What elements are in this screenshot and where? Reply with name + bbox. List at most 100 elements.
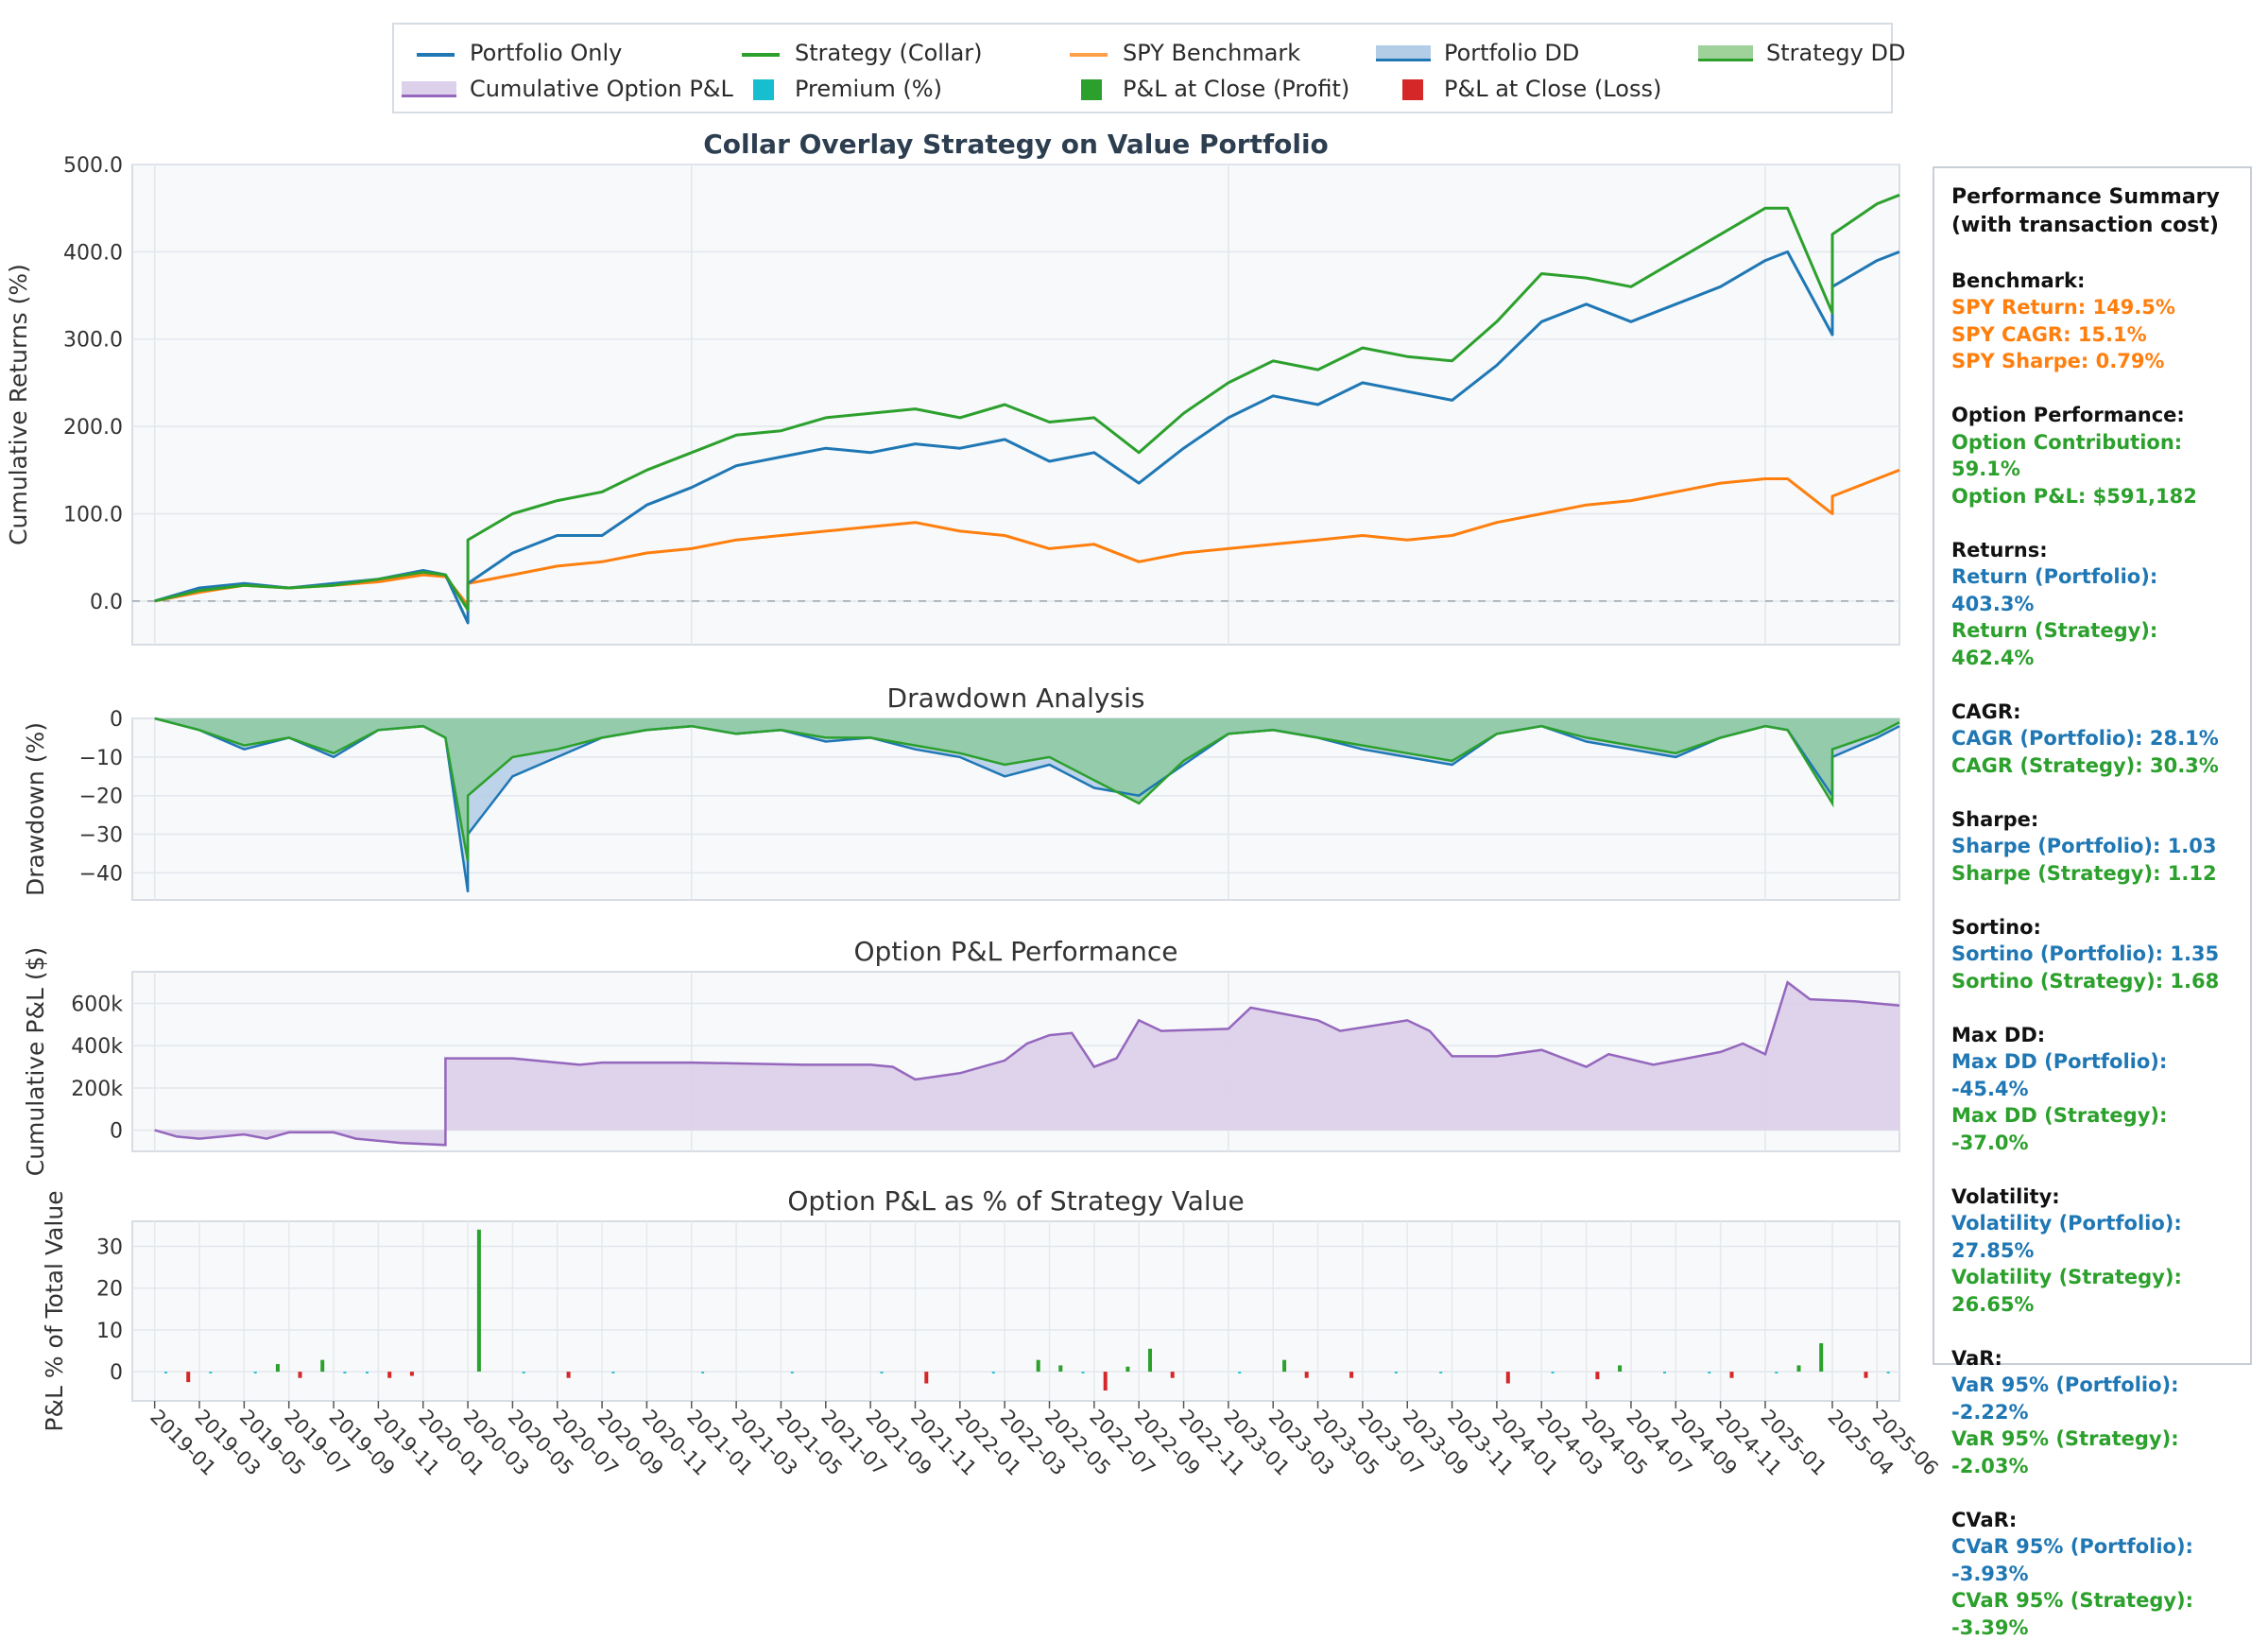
legend-label-pnl-profit: P&L at Close (Profit) xyxy=(1123,76,1350,102)
panel-title-1: Collar Overlay Strategy on Value Portfol… xyxy=(703,129,1329,160)
legend-item-portfolio-dd[interactable]: Portfolio DD xyxy=(1376,40,1580,66)
ytick-label-1: 400.0 xyxy=(63,241,123,265)
bar-premium xyxy=(366,1372,369,1373)
legend-item-portfolio-only[interactable]: Portfolio Only xyxy=(417,40,623,66)
summary-title-line2: (with transaction cost) xyxy=(1951,214,2219,237)
summary-sharpe-portfolio: Sharpe (Portfolio): 1.03 xyxy=(1951,835,2217,857)
legend-swatch-pnl-loss xyxy=(1402,79,1423,100)
summary-maxdd-portfolio: Max DD (Portfolio): -45.4% xyxy=(1951,1050,2168,1100)
legend-label-cumulative-option-pnl: Cumulative Option P&L xyxy=(470,76,733,102)
bar-p-l-at-close-loss xyxy=(924,1372,929,1384)
bar-premium xyxy=(1439,1372,1443,1373)
ytick-label-2: 0 xyxy=(110,708,123,732)
summary-sortino-portfolio: Sortino (Portfolio): 1.35 xyxy=(1951,942,2220,965)
ytick-label-2: −30 xyxy=(79,824,123,848)
legend-label-portfolio-only: Portfolio Only xyxy=(470,40,623,66)
summary-option-pnl: Option P&L: $591,182 xyxy=(1951,484,2197,508)
summary-option-heading: Option Performance: xyxy=(1951,404,2185,426)
bar-premium xyxy=(1663,1372,1666,1373)
bar-p-l-at-close-loss xyxy=(1170,1372,1175,1378)
bar-premium xyxy=(1551,1372,1555,1373)
bar-p-l-at-close-profit xyxy=(1148,1348,1152,1373)
ytick-label-4: 20 xyxy=(96,1278,123,1302)
series-line-strategy-dd xyxy=(154,717,1900,862)
y-axis-label-4: P&L % of Total Value xyxy=(41,1190,68,1431)
bar-premium xyxy=(253,1372,257,1373)
bar-p-l-at-close-loss xyxy=(387,1372,392,1378)
legend-label-portfolio-dd: Portfolio DD xyxy=(1444,40,1580,66)
bar-p-l-at-close-profit xyxy=(1282,1359,1287,1373)
ytick-label-4: 30 xyxy=(96,1236,123,1260)
ytick-label-2: −20 xyxy=(79,786,123,809)
ytick-label-1: 500.0 xyxy=(63,154,123,178)
panel-title-4: Option P&L as % of Strategy Value xyxy=(787,1185,1244,1217)
legend-swatch-premium xyxy=(753,79,774,100)
summary-sortino-strategy: Sortino (Strategy): 1.68 xyxy=(1951,969,2220,993)
bar-premium xyxy=(1081,1372,1085,1373)
bar-p-l-at-close-loss xyxy=(1595,1372,1600,1380)
bar-p-l-at-close-loss xyxy=(1304,1372,1309,1378)
legend-label-premium: Premium (%) xyxy=(795,76,942,102)
summary-return-portfolio: Return (Portfolio): 403.3% xyxy=(1951,565,2158,615)
bar-p-l-at-close-profit xyxy=(1036,1359,1040,1373)
bar-premium xyxy=(164,1372,167,1373)
summary-cagr-heading: CAGR: xyxy=(1951,700,2021,723)
bar-premium xyxy=(611,1372,615,1373)
bar-p-l-at-close-profit xyxy=(1618,1365,1623,1372)
summary-title-line1: Performance Summary xyxy=(1951,185,2220,209)
summary-spy-sharpe: SPY Sharpe: 0.79% xyxy=(1951,350,2165,372)
summary-spy-cagr: SPY CAGR: 15.1% xyxy=(1951,322,2147,346)
ytick-label-1: 100.0 xyxy=(63,503,123,527)
legend-item-strategy-dd[interactable]: Strategy DD xyxy=(1698,40,1905,66)
panel-title-3: Option P&L Performance xyxy=(854,936,1178,967)
summary-cvar-strategy: CVaR 95% (Strategy): -3.39% xyxy=(1951,1589,2194,1639)
legend-item-premium[interactable]: Premium (%) xyxy=(753,76,942,102)
bar-p-l-at-close-profit xyxy=(1058,1365,1063,1372)
bar-premium xyxy=(1775,1372,1778,1373)
summary-cvar-heading: CVaR: xyxy=(1951,1508,2018,1531)
legend-item-cumulative-option-pnl[interactable]: Cumulative Option P&L xyxy=(402,76,733,102)
bar-p-l-at-close-loss xyxy=(1729,1372,1734,1378)
plot-area-1 xyxy=(131,164,1900,646)
y-axis-label-1: Cumulative Returns (%) xyxy=(5,264,32,545)
legend-item-pnl-loss[interactable]: P&L at Close (Loss) xyxy=(1402,76,1662,102)
bar-premium xyxy=(880,1372,884,1373)
legend-swatch-spy-benchmark xyxy=(1070,53,1108,57)
series-line-cumulative-option-p-l xyxy=(154,980,1900,1147)
summary-cagr-portfolio: CAGR (Portfolio): 28.1% xyxy=(1951,727,2219,750)
performance-summary-box: Performance Summary (with transaction co… xyxy=(1933,166,2252,1639)
summary-returns-heading: Returns: xyxy=(1951,538,2048,561)
bar-premium xyxy=(701,1372,705,1373)
legend-item-pnl-profit[interactable]: P&L at Close (Profit) xyxy=(1081,76,1350,102)
legend-label-strategy-collar: Strategy (Collar) xyxy=(795,40,983,66)
summary-volatility-heading: Volatility: xyxy=(1951,1184,2060,1208)
bar-p-l-at-close-loss xyxy=(566,1372,571,1378)
summary-sharpe-heading: Sharpe: xyxy=(1951,807,2039,831)
ytick-label-2: −40 xyxy=(79,862,123,886)
panel-title-2: Drawdown Analysis xyxy=(887,682,1145,714)
ytick-label-1: 200.0 xyxy=(63,416,123,440)
bar-p-l-at-close-loss xyxy=(1864,1372,1868,1378)
legend-label-pnl-loss: P&L at Close (Loss) xyxy=(1444,76,1662,102)
summary-var-heading: VaR: xyxy=(1951,1346,2002,1370)
legend-item-spy-benchmark[interactable]: SPY Benchmark xyxy=(1070,40,1301,66)
legend-item-strategy-collar[interactable]: Strategy (Collar) xyxy=(742,40,983,66)
summary-cagr-strategy: CAGR (Strategy): 30.3% xyxy=(1951,753,2219,777)
bar-p-l-at-close-profit xyxy=(476,1229,481,1372)
bar-p-l-at-close-profit xyxy=(1819,1343,1824,1372)
ytick-label-1: 0.0 xyxy=(90,591,123,614)
bar-p-l-at-close-loss xyxy=(1103,1372,1108,1391)
y-axis-label-2: Drawdown (%) xyxy=(22,722,49,896)
bar-p-l-at-close-loss xyxy=(1505,1372,1510,1384)
ytick-label-3: 600k xyxy=(71,993,123,1017)
legend-swatch-cumulative-option-pnl xyxy=(402,81,456,97)
summary-sharpe-strategy: Sharpe (Strategy): 1.12 xyxy=(1951,861,2217,885)
bar-premium xyxy=(522,1372,525,1373)
ytick-label-3: 400k xyxy=(71,1035,123,1059)
legend-swatch-pnl-profit xyxy=(1081,79,1102,100)
bar-premium xyxy=(1886,1372,1890,1373)
legend-swatch-portfolio-dd xyxy=(1376,45,1431,61)
bar-p-l-at-close-loss xyxy=(298,1372,302,1378)
legend-label-spy-benchmark: SPY Benchmark xyxy=(1123,40,1301,66)
ytick-label-1: 300.0 xyxy=(63,329,123,353)
